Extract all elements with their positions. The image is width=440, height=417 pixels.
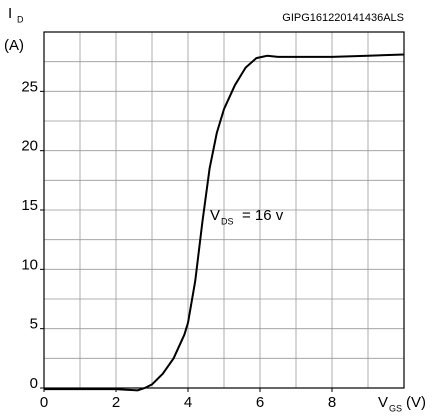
data-line	[44, 53, 405, 392]
y-tick-label: 15	[21, 197, 38, 214]
x-label: V	[378, 394, 388, 411]
x-label-unit: (V)	[406, 394, 426, 411]
watermark: GIPG161220141436ALS	[282, 12, 404, 24]
x-tick-label: 2	[112, 394, 120, 411]
x-tick-label: 0	[40, 394, 48, 411]
y-label-sub: D	[17, 14, 24, 24]
y-label: I	[8, 5, 12, 22]
annotation: V	[210, 207, 220, 224]
x-tick-label: 6	[256, 394, 264, 411]
y-tick-label: 5	[30, 316, 38, 333]
y-tick-label: 0	[30, 375, 38, 392]
annotation-sub: DS	[221, 216, 234, 226]
x-tick-label: 4	[184, 394, 192, 411]
y-label-unit: (A)	[4, 37, 24, 54]
annotation-rest: = 16 v	[242, 207, 284, 224]
y-tick-label: 10	[21, 256, 38, 273]
y-tick-label: 20	[21, 138, 38, 155]
x-tick-label: 8	[328, 394, 336, 411]
x-label-sub: GS	[389, 403, 402, 413]
y-tick-label: 25	[21, 78, 38, 95]
